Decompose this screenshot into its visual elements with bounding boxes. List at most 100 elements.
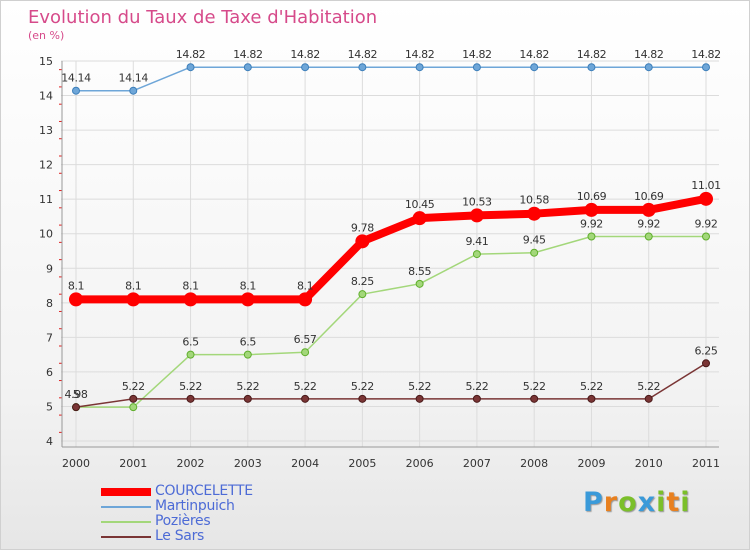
data-label-le-sars: 5.22 [351, 380, 374, 393]
logo-letter: P [583, 487, 604, 518]
data-label-pozi-res: 9.45 [523, 234, 546, 247]
data-label-courcelette: 9.78 [351, 221, 374, 234]
y-tick-label: 8 [46, 297, 53, 310]
data-point-courcelette [469, 208, 484, 223]
chart-title: Evolution du Taux de Taxe d'Habitation [28, 7, 378, 28]
legend-swatch [101, 536, 151, 538]
data-point-courcelette [527, 206, 542, 221]
data-point-le-sars [415, 394, 424, 403]
data-label-martinpuich: 14.82 [233, 48, 263, 61]
data-label-martinpuich: 14.82 [519, 48, 549, 61]
data-label-pozi-res: 6.5 [240, 336, 257, 349]
data-point-martinpuich [702, 63, 710, 72]
data-label-le-sars: 5.22 [580, 380, 603, 393]
data-point-martinpuich [530, 63, 539, 72]
legend-swatch [101, 521, 151, 523]
data-label-martinpuich: 14.82 [348, 48, 378, 61]
x-tick-label: 2001 [119, 457, 147, 470]
data-point-le-sars [186, 394, 195, 403]
data-label-pozi-res: 9.92 [637, 217, 660, 230]
data-label-le-sars: 5.22 [408, 380, 431, 393]
data-label-courcelette: 10.69 [634, 190, 664, 203]
data-point-le-sars [530, 394, 539, 403]
legend-label: Martinpuich [155, 498, 235, 514]
data-label-le-sars: 5.22 [294, 380, 317, 393]
logo-letter: o [618, 487, 638, 518]
data-point-courcelette [298, 292, 313, 307]
data-point-le-sars [472, 394, 481, 403]
series-line-martinpuich [75, 66, 707, 92]
logo-letter: t [666, 487, 681, 518]
data-point-pozi-res [415, 279, 424, 288]
proxiti-logo: Proxiti [583, 487, 691, 518]
data-label-courcelette: 8.1 [68, 279, 84, 292]
data-point-pozi-res [129, 403, 138, 412]
data-label-courcelette: 8.1 [297, 279, 313, 292]
data-label-martinpuich: 14.82 [691, 48, 721, 61]
data-label-courcelette: 10.69 [577, 190, 607, 203]
series-line-le-sars [75, 362, 707, 408]
data-point-pozi-res [243, 350, 252, 359]
data-label-courcelette: 8.1 [240, 279, 256, 292]
data-label-le-sars: 6.25 [695, 344, 718, 357]
x-tick-label: 2008 [520, 457, 548, 470]
data-label-pozi-res: 6.5 [182, 336, 199, 349]
data-point-martinpuich [243, 63, 252, 72]
data-label-martinpuich: 14.82 [176, 48, 206, 61]
data-point-pozi-res [587, 232, 596, 241]
x-tick-label: 2004 [291, 457, 319, 470]
data-point-le-sars [358, 394, 367, 403]
data-label-le-sars: 5.22 [465, 380, 488, 393]
x-tick-label: 2010 [635, 457, 663, 470]
x-tick-label: 2003 [234, 457, 262, 470]
series-line-pozi-res [75, 235, 707, 408]
x-tick-label: 2005 [348, 457, 376, 470]
data-point-le-sars [243, 394, 252, 403]
logo-letter: i [680, 487, 691, 518]
data-point-pozi-res [644, 232, 653, 241]
data-label-pozi-res: 9.92 [580, 217, 603, 230]
logo-letter: i [656, 487, 667, 518]
data-point-pozi-res [186, 350, 195, 359]
y-tick-label: 4 [46, 435, 53, 448]
data-label-le-sars: 5.22 [637, 380, 660, 393]
data-label-courcelette: 10.58 [519, 194, 549, 207]
data-point-courcelette [584, 202, 599, 217]
x-tick-label: 2000 [62, 457, 90, 470]
data-point-courcelette [641, 202, 656, 217]
data-label-le-sars: 5.22 [122, 380, 145, 393]
legend-label: Le Sars [155, 528, 205, 544]
plot-area [61, 61, 721, 441]
data-point-courcelette [412, 211, 427, 226]
y-tick-label: 10 [39, 228, 53, 241]
data-point-martinpuich [129, 86, 138, 95]
data-point-courcelette [126, 292, 141, 307]
data-point-martinpuich [186, 63, 195, 72]
data-label-martinpuich: 14.14 [61, 72, 91, 85]
data-label-pozi-res: 8.55 [408, 265, 431, 278]
legend-label: COURCELETTE [155, 483, 253, 499]
data-point-le-sars [129, 394, 138, 403]
legend-swatch [101, 488, 151, 496]
y-tick-label: 13 [39, 124, 53, 137]
data-label-pozi-res: 8.25 [351, 275, 374, 288]
data-label-courcelette: 8.1 [182, 279, 198, 292]
data-point-pozi-res [301, 348, 310, 357]
data-point-courcelette [183, 292, 198, 307]
data-label-le-sars: 5.22 [179, 380, 202, 393]
data-label-martinpuich: 14.82 [577, 48, 607, 61]
data-label-courcelette: 10.45 [405, 198, 435, 211]
x-tick-label: 2011 [692, 457, 720, 470]
data-point-courcelette [355, 234, 370, 249]
legend-swatch [101, 506, 151, 508]
data-point-le-sars [644, 394, 653, 403]
logo-letter: x [637, 487, 657, 518]
data-point-pozi-res [530, 248, 539, 257]
data-label-pozi-res: 9.41 [465, 235, 488, 248]
data-point-martinpuich [301, 63, 310, 72]
data-label-le-sars: 5.22 [523, 380, 546, 393]
data-label-courcelette: 11.01 [691, 179, 721, 192]
data-label-martinpuich: 14.82 [290, 48, 320, 61]
